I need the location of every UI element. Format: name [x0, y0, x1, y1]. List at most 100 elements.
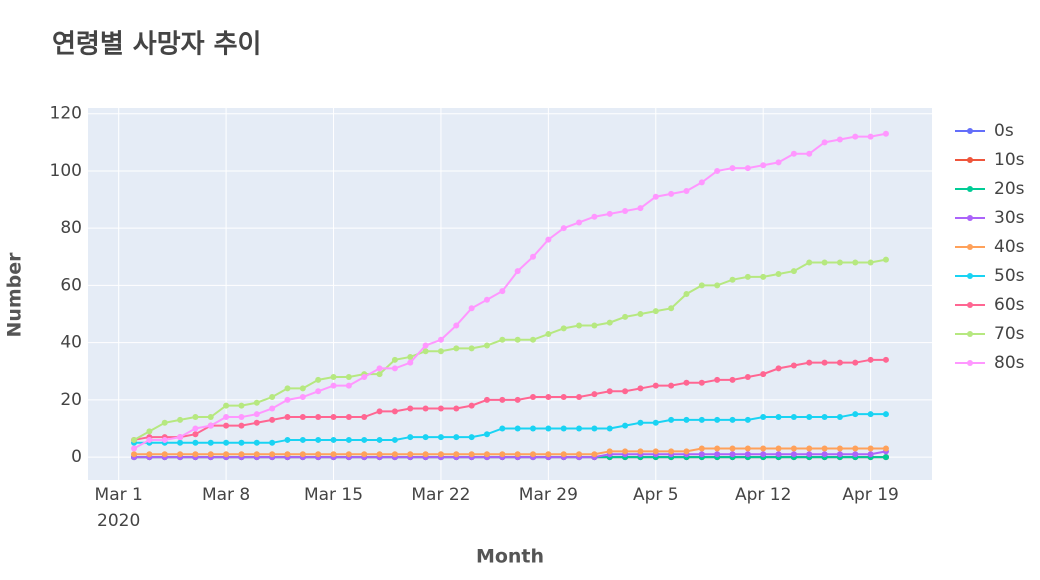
data-point: [744, 445, 751, 452]
data-point: [407, 359, 414, 366]
data-point: [698, 451, 705, 458]
data-point: [775, 159, 782, 166]
data-point: [330, 451, 337, 458]
data-point: [729, 376, 736, 383]
data-point: [391, 356, 398, 363]
data-point: [545, 451, 552, 458]
data-point: [530, 253, 537, 260]
data-point: [177, 451, 184, 458]
data-point: [437, 434, 444, 441]
data-point: [238, 414, 245, 421]
data-point: [131, 451, 138, 458]
data-point: [330, 414, 337, 421]
data-point: [499, 396, 506, 403]
data-point: [468, 402, 475, 409]
data-point: [806, 259, 813, 266]
data-point: [238, 422, 245, 429]
data-point: [422, 451, 429, 458]
data-point: [437, 336, 444, 343]
legend-marker: [967, 273, 973, 279]
y-tick-label: 100: [50, 161, 82, 181]
data-point: [453, 345, 460, 352]
data-point: [545, 425, 552, 432]
data-point: [483, 296, 490, 303]
data-point: [530, 425, 537, 432]
data-point: [177, 434, 184, 441]
data-point: [407, 405, 414, 412]
x-tick-label: Mar 22: [411, 485, 470, 505]
data-point: [345, 373, 352, 380]
legend-label: 0s: [994, 121, 1014, 141]
data-point: [622, 313, 629, 320]
data-point: [821, 414, 828, 421]
data-point: [284, 436, 291, 443]
data-point: [698, 179, 705, 186]
data-point: [560, 325, 567, 332]
data-point: [852, 451, 859, 458]
data-point: [852, 259, 859, 266]
data-point: [576, 425, 583, 432]
data-point: [714, 167, 721, 174]
data-point: [591, 213, 598, 220]
data-point: [161, 419, 168, 426]
data-point: [345, 382, 352, 389]
data-point: [867, 133, 874, 140]
x-tick-label: Mar 29: [519, 485, 578, 505]
data-point: [698, 445, 705, 452]
data-point: [729, 276, 736, 283]
data-point: [131, 436, 138, 443]
data-point: [269, 416, 276, 423]
data-point: [882, 454, 889, 461]
data-point: [192, 451, 199, 458]
legend-marker: [967, 331, 973, 337]
data-point: [545, 394, 552, 401]
data-point: [637, 311, 644, 318]
data-point: [177, 439, 184, 446]
legend-label: 50s: [994, 266, 1025, 286]
data-point: [284, 414, 291, 421]
data-point: [683, 187, 690, 194]
data-point: [361, 451, 368, 458]
data-point: [622, 388, 629, 395]
data-point: [207, 414, 214, 421]
data-point: [744, 416, 751, 423]
x-year-label: 2020: [97, 511, 140, 531]
data-point: [468, 434, 475, 441]
data-point: [606, 448, 613, 455]
data-point: [744, 451, 751, 458]
data-point: [744, 165, 751, 172]
data-point: [606, 388, 613, 395]
data-point: [714, 445, 721, 452]
data-point: [836, 414, 843, 421]
data-point: [606, 425, 613, 432]
data-point: [253, 399, 260, 406]
x-tick-label: Mar 1: [95, 485, 143, 505]
data-point: [683, 448, 690, 455]
data-point: [192, 425, 199, 432]
data-point: [345, 451, 352, 458]
data-point: [315, 414, 322, 421]
data-point: [882, 411, 889, 418]
data-point: [422, 405, 429, 412]
data-point: [622, 422, 629, 429]
data-point: [407, 451, 414, 458]
data-point: [867, 445, 874, 452]
data-point: [207, 451, 214, 458]
data-point: [760, 162, 767, 169]
data-point: [422, 434, 429, 441]
legend-label: 70s: [994, 324, 1025, 344]
data-point: [560, 394, 567, 401]
data-point: [284, 451, 291, 458]
legend-marker: [967, 215, 973, 221]
data-point: [652, 308, 659, 315]
y-tick-label: 120: [50, 104, 82, 124]
data-point: [146, 451, 153, 458]
data-point: [714, 451, 721, 458]
data-point: [530, 451, 537, 458]
data-point: [468, 305, 475, 312]
data-point: [545, 236, 552, 243]
data-point: [177, 416, 184, 423]
data-point: [668, 190, 675, 197]
data-point: [729, 445, 736, 452]
